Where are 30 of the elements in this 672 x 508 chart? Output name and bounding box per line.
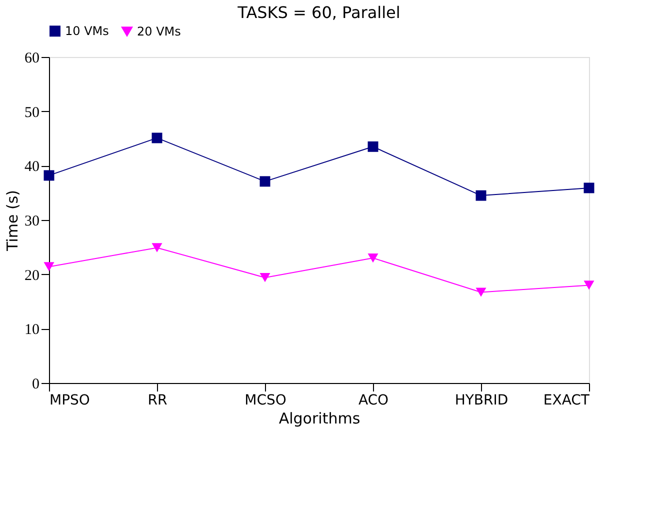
y-tick-label: 0 xyxy=(32,376,40,392)
point xyxy=(476,190,486,201)
legend-label: 20 VMs xyxy=(137,24,181,38)
point xyxy=(260,176,270,187)
point xyxy=(476,288,486,297)
x-tick-label: HYBRID xyxy=(454,392,508,408)
x-tick-label: EXACT xyxy=(543,392,590,408)
point xyxy=(44,262,54,272)
point xyxy=(584,182,594,194)
point xyxy=(368,141,378,152)
point xyxy=(584,280,594,290)
point xyxy=(368,253,378,263)
y-axis-title: Time (s) xyxy=(4,190,22,252)
y-tick-label: 40 xyxy=(24,159,40,176)
y-tick-label: 60 xyxy=(24,50,40,66)
x-tick-label: RR xyxy=(148,392,168,408)
point xyxy=(260,273,270,282)
y-tick-label: 50 xyxy=(24,104,40,121)
x-axis-title: Algorithms xyxy=(278,410,360,428)
y-tick-label: 10 xyxy=(24,322,40,338)
chart-title: TASKS = 60, Parallel xyxy=(236,3,400,22)
x-tick-label: MPSO xyxy=(50,392,90,408)
y-tick-label: 30 xyxy=(24,214,40,230)
point xyxy=(44,170,54,181)
y-tick-label: 20 xyxy=(24,268,40,284)
point xyxy=(152,132,162,144)
legend-label: 10 VMs xyxy=(65,24,109,38)
point xyxy=(152,243,162,252)
x-tick-label: ACO xyxy=(358,392,389,408)
x-tick-label: MCSO xyxy=(244,392,286,408)
